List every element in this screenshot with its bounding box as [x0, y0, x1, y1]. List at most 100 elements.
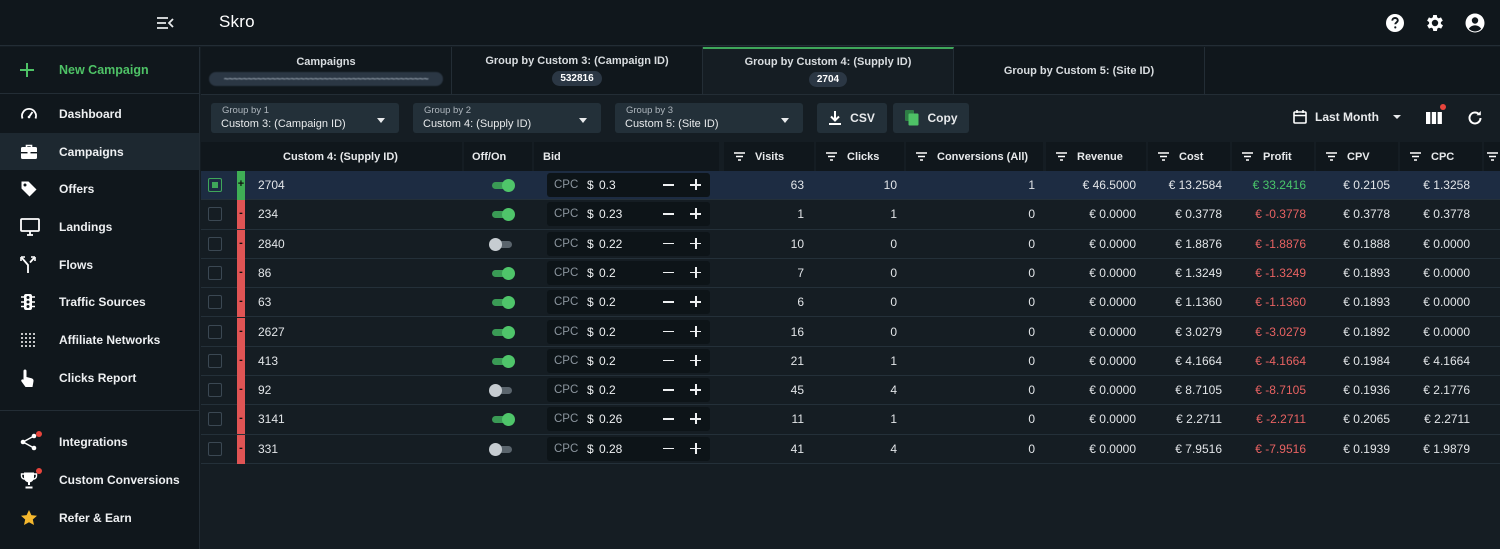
bid-decrease-button[interactable] [663, 330, 674, 333]
sidebar-item-clicks-report[interactable]: Clicks Report [0, 359, 199, 397]
tab-custom-3[interactable]: Group by Custom 3: (Campaign ID) 532816 [452, 47, 703, 94]
row-status-marker[interactable]: - [237, 434, 245, 464]
row-status-marker[interactable]: - [237, 376, 245, 406]
col-header-supply-id[interactable]: Custom 4: (Supply ID) [201, 142, 462, 171]
table-row[interactable]: -3141 CPC $0.26 11 1 0 € 0.0000 € 2.2711 € -2.27… [201, 405, 1500, 435]
sidebar-item-refer-earn[interactable]: Refer & Earn [0, 499, 199, 537]
table-row[interactable]: -86 CPC $0.2 7 0 0 € 0.0000 € 1.3249 € -1.3249 € … [201, 258, 1500, 289]
bid-input[interactable]: 0.26 [599, 412, 623, 427]
help-icon[interactable] [1384, 12, 1406, 34]
row-checkbox[interactable] [208, 265, 222, 280]
row-status-marker[interactable]: + [237, 171, 245, 200]
group-by-2-select[interactable]: Group by 2 Custom 4: (Supply ID) [413, 103, 601, 133]
filter-icon[interactable] [1410, 152, 1421, 161]
supply-id-cell[interactable]: 2627 [258, 324, 285, 339]
row-checkbox[interactable] [208, 178, 222, 192]
account-icon[interactable] [1464, 12, 1486, 34]
sidebar-item-integrations[interactable]: Integrations [0, 424, 199, 462]
bid-input[interactable]: 0.22 [599, 236, 623, 251]
row-status-marker[interactable]: - [237, 346, 245, 376]
bid-decrease-button[interactable] [663, 242, 674, 245]
table-row[interactable]: +2704 CPC $0.3 63 10 1 € 46.5000 € 13.2584 € 33.… [201, 171, 1500, 201]
menu-collapse-icon[interactable] [155, 13, 175, 33]
on-off-toggle[interactable] [490, 296, 515, 310]
bid-increase-button[interactable] [690, 354, 702, 367]
filter-icon[interactable] [1158, 152, 1169, 161]
on-off-toggle[interactable] [490, 354, 515, 368]
table-row[interactable]: -63 CPC $0.2 6 0 0 € 0.0000 € 1.1360 € -1.1360 € … [201, 288, 1500, 318]
col-header-cost[interactable]: Cost [1148, 142, 1230, 171]
sidebar-item-custom-conversions[interactable]: Custom Conversions [0, 461, 199, 499]
on-off-toggle[interactable] [490, 266, 515, 280]
supply-id-cell[interactable]: 331 [258, 441, 279, 456]
tab-custom-4[interactable]: Group by Custom 4: (Supply ID) 2704 [703, 47, 954, 94]
bid-increase-button[interactable] [690, 325, 702, 338]
copy-button[interactable]: Copy [893, 103, 969, 133]
row-checkbox[interactable] [208, 236, 222, 251]
col-header-conversions[interactable]: Conversions (All) [906, 142, 1043, 171]
col-header-cpv[interactable]: CPV [1316, 142, 1398, 171]
bid-input[interactable]: 0.2 [599, 324, 616, 339]
csv-export-button[interactable]: CSV [817, 103, 887, 133]
filter-icon[interactable] [1487, 152, 1498, 161]
row-checkbox[interactable] [208, 441, 222, 456]
row-status-marker[interactable]: - [237, 229, 245, 259]
on-off-toggle[interactable] [489, 384, 514, 398]
col-header-visits[interactable]: Visits [724, 142, 814, 171]
supply-id-cell[interactable]: 2704 [258, 178, 285, 192]
row-checkbox[interactable] [208, 207, 222, 222]
col-header-bid[interactable]: Bid [534, 142, 719, 171]
group-by-3-select[interactable]: Group by 3 Custom 5: (Site ID) [615, 103, 803, 133]
date-range-select[interactable]: Last Month [1293, 110, 1401, 124]
on-off-toggle[interactable] [490, 325, 515, 339]
col-header-off-on[interactable]: Off/On [464, 142, 532, 171]
columns-icon[interactable] [1426, 104, 1446, 125]
supply-id-cell[interactable]: 3141 [258, 412, 285, 427]
bid-decrease-button[interactable] [663, 213, 674, 215]
tab-custom-5[interactable]: Group by Custom 5: (Site ID) [954, 47, 1205, 94]
table-row[interactable]: -2627 CPC $0.2 16 0 0 € 0.0000 € 3.0279 € -3.027… [201, 317, 1500, 347]
filter-icon[interactable] [916, 152, 927, 161]
bid-decrease-button[interactable] [663, 271, 674, 274]
table-row[interactable]: -2840 CPC $0.22 10 0 0 € 0.0000 € 1.8876 € -1.88… [201, 229, 1500, 259]
bid-input[interactable]: 0.2 [599, 295, 616, 310]
row-checkbox[interactable] [208, 295, 222, 310]
row-status-marker[interactable]: - [237, 200, 245, 230]
tab-campaigns[interactable]: Campaigns ~~~~~~~~~~~~~~~~~~~~~~~~~~~~~~… [201, 47, 452, 94]
bid-input[interactable]: 0.2 [599, 353, 616, 368]
bid-input[interactable]: 0.23 [599, 207, 623, 222]
bid-decrease-button[interactable] [663, 418, 674, 420]
supply-id-cell[interactable]: 92 [258, 383, 272, 398]
sidebar-item-affiliate-networks[interactable]: Affiliate Networks [0, 321, 199, 359]
bid-increase-button[interactable] [690, 384, 702, 396]
supply-id-cell[interactable]: 234 [258, 207, 279, 222]
table-row[interactable]: -234 CPC $0.23 1 1 0 € 0.0000 € 0.3778 € -0.3778… [201, 200, 1500, 230]
on-off-toggle[interactable] [489, 442, 514, 456]
bid-increase-button[interactable] [690, 179, 702, 191]
bid-increase-button[interactable] [690, 208, 702, 220]
group-by-1-select[interactable]: Group by 1 Custom 3: (Campaign ID) [211, 103, 399, 133]
on-off-toggle[interactable] [490, 208, 515, 222]
filter-icon[interactable] [1326, 152, 1337, 161]
supply-id-cell[interactable]: 2840 [258, 236, 285, 251]
bid-decrease-button[interactable] [663, 389, 674, 391]
filter-icon[interactable] [1242, 152, 1253, 161]
col-header-profit[interactable]: Profit [1232, 142, 1314, 171]
bid-input[interactable]: 0.2 [599, 265, 616, 280]
bid-increase-button[interactable] [690, 296, 702, 308]
bid-decrease-button[interactable] [663, 301, 674, 303]
supply-id-cell[interactable]: 413 [258, 353, 279, 368]
sidebar-item-campaigns[interactable]: Campaigns [0, 132, 199, 171]
bid-increase-button[interactable] [690, 413, 702, 425]
supply-id-cell[interactable]: 63 [258, 295, 272, 310]
col-header-revenue[interactable]: Revenue [1046, 142, 1146, 171]
col-header-more[interactable] [1484, 142, 1500, 171]
bid-decrease-button[interactable] [663, 359, 674, 362]
row-checkbox[interactable] [208, 412, 222, 427]
refresh-icon[interactable] [1466, 109, 1484, 127]
row-status-marker[interactable]: - [237, 288, 245, 318]
bid-decrease-button[interactable] [663, 184, 674, 186]
app-logo[interactable]: Skro [219, 12, 255, 31]
sidebar-item-offers[interactable]: Offers [0, 170, 199, 208]
bid-increase-button[interactable] [690, 237, 702, 250]
